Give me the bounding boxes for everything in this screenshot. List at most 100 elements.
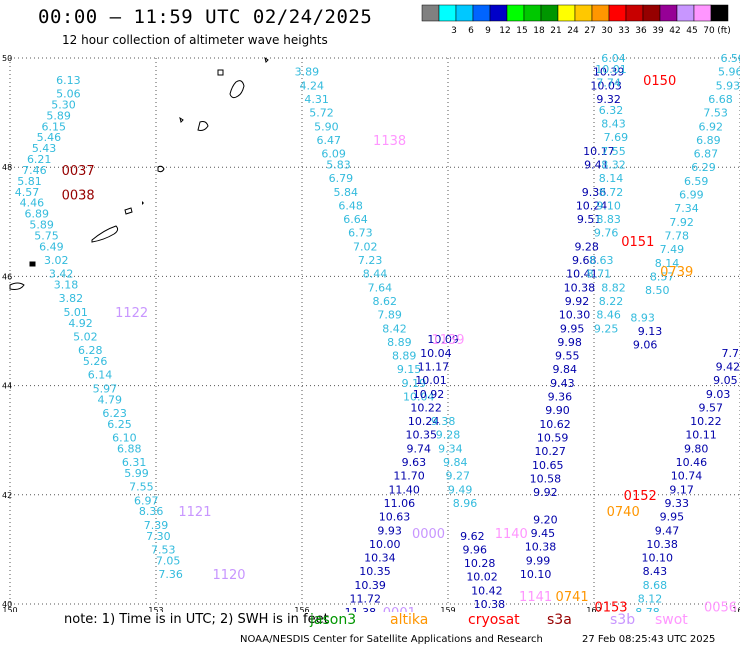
wave-height-value: 9.28 bbox=[574, 240, 599, 253]
wave-height-value: 3.18 bbox=[54, 279, 79, 292]
wave-height-value: 7.30 bbox=[146, 530, 171, 543]
satellite-name-s3b: s3b bbox=[610, 612, 635, 628]
wave-height-value: 6.48 bbox=[338, 199, 363, 212]
axis-tick-labels: 150 153 156 159 162 165 40 42 44 46 48 50 bbox=[2, 54, 740, 612]
island bbox=[158, 166, 164, 171]
island bbox=[10, 283, 24, 290]
wave-height-value: 7.34 bbox=[674, 202, 699, 215]
wave-height-value: 9.93 bbox=[377, 524, 402, 537]
wave-height-value: 8.72 bbox=[599, 186, 624, 199]
wave-height-value: 9.99 bbox=[526, 554, 551, 567]
wave-height-value: 7.78 bbox=[664, 229, 689, 242]
wave-height-value: 8.43 bbox=[643, 565, 668, 578]
island bbox=[265, 58, 268, 62]
satellite-name-s3a: s3a bbox=[547, 612, 572, 628]
island bbox=[230, 81, 244, 98]
wave-height-value: 10.59 bbox=[537, 431, 569, 444]
wave-height-value: 11.72 bbox=[350, 593, 382, 606]
wave-height-value: 4.31 bbox=[304, 93, 329, 106]
wave-height-value: 6.79 bbox=[329, 172, 354, 185]
wave-height-value: 10.11 bbox=[685, 429, 717, 442]
wave-height-value: 9.34 bbox=[438, 442, 463, 455]
wave-height-value: 6.87 bbox=[694, 148, 719, 161]
wave-height-value: 10.30 bbox=[559, 309, 591, 322]
wave-height-value: 10.10 bbox=[520, 568, 552, 581]
wave-height-value: 7.92 bbox=[669, 216, 694, 229]
wave-height-value: 7.36 bbox=[158, 568, 183, 581]
pass-time-label: 0000 bbox=[412, 527, 445, 542]
pass-time-label: 0740 bbox=[607, 505, 640, 520]
wave-height-value: 8.89 bbox=[387, 336, 412, 349]
wave-height-value: 9.92 bbox=[533, 486, 558, 499]
wave-height-value: 5.02 bbox=[73, 330, 98, 343]
island bbox=[218, 70, 223, 75]
x-tick-label: 159 bbox=[440, 606, 455, 612]
wave-height-value: 9.49 bbox=[448, 483, 473, 496]
wave-height-value: 6.50 bbox=[720, 52, 740, 65]
wave-height-value: 10.00 bbox=[369, 538, 401, 551]
wave-height-value: 5.83 bbox=[326, 158, 351, 171]
wave-height-value: 9.47 bbox=[655, 524, 680, 537]
wave-height-value: 9.92 bbox=[565, 295, 590, 308]
wave-height-value: 8.96 bbox=[453, 497, 478, 510]
wave-height-value: 8.12 bbox=[638, 593, 663, 606]
wave-height-value: 7.74 bbox=[596, 77, 621, 90]
wave-height-value: 9.95 bbox=[660, 511, 685, 524]
wave-height-value: 6.47 bbox=[317, 134, 342, 147]
wave-height-value: 8.50 bbox=[645, 284, 670, 297]
wave-height-value: 9.03 bbox=[706, 388, 731, 401]
wave-height-value: 8.82 bbox=[601, 281, 626, 294]
pass-time-label: 1139 bbox=[431, 333, 464, 348]
wave-height-value: 7.53 bbox=[703, 107, 728, 120]
y-tick-label: 46 bbox=[2, 272, 12, 281]
wave-height-value: 9.63 bbox=[402, 456, 427, 469]
wave-height-value: 9.98 bbox=[557, 336, 582, 349]
wave-height-value: 6.68 bbox=[708, 93, 733, 106]
y-tick-label: 40 bbox=[2, 600, 12, 609]
wave-height-value: 5.99 bbox=[124, 467, 149, 480]
wave-height-value: 9.76 bbox=[594, 227, 619, 240]
pass-time-label: 1138 bbox=[373, 134, 406, 149]
wave-height-value: 9.57 bbox=[699, 401, 724, 414]
wave-height-value: 9.62 bbox=[460, 530, 485, 543]
wave-height-value: 7.05 bbox=[156, 554, 181, 567]
pass-time-label: 0150 bbox=[643, 74, 676, 89]
wave-height-value: 10.27 bbox=[534, 445, 566, 458]
satellite-name-altika: altika bbox=[390, 612, 428, 628]
pass-time-label: 0739 bbox=[660, 265, 693, 280]
pass-time-label: 0056 bbox=[704, 601, 737, 612]
wave-height-value: 10.65 bbox=[532, 459, 564, 472]
wave-height-value: 9.42 bbox=[716, 360, 740, 373]
island bbox=[142, 201, 144, 205]
wave-height-value: 5.90 bbox=[314, 120, 339, 133]
wave-height-value: 8.71 bbox=[587, 268, 612, 281]
wave-height-value: 8.43 bbox=[601, 118, 626, 131]
wave-height-value: 8.63 bbox=[589, 254, 614, 267]
satellite-name-swot: swot bbox=[655, 612, 688, 628]
wave-height-value: 9.80 bbox=[684, 442, 709, 455]
wave-height-value: 3.02 bbox=[44, 254, 69, 267]
wave-height-value: 6.89 bbox=[696, 134, 721, 147]
wave-height-value: 6.73 bbox=[348, 227, 373, 240]
satellite-name-jason3: jason3 bbox=[310, 612, 356, 628]
wave-height-value: 7.69 bbox=[604, 131, 629, 144]
wave-height-value: 8.68 bbox=[643, 579, 668, 592]
y-tick-label: 48 bbox=[2, 163, 12, 172]
pass-time-label: 0037 bbox=[62, 164, 95, 179]
wave-height-value: 8.36 bbox=[139, 505, 164, 518]
pass-time-label: 1141 bbox=[519, 590, 552, 605]
wave-height-value: 11.17 bbox=[418, 360, 450, 373]
wave-height-value: 10.38 bbox=[474, 598, 506, 611]
wave-height-value: 7.7 bbox=[722, 347, 740, 360]
wave-height-value: 10.39 bbox=[354, 579, 386, 592]
wave-height-value: 10.01 bbox=[595, 63, 627, 76]
wave-height-value: 9.27 bbox=[445, 470, 470, 483]
wave-height-value: 9.74 bbox=[407, 442, 432, 455]
wave-height-value: 5.26 bbox=[83, 355, 108, 368]
wave-height-value: 9.20 bbox=[533, 513, 558, 526]
satellite-name-cryosat: cryosat bbox=[468, 612, 520, 628]
wave-height-value: 5.93 bbox=[716, 79, 740, 92]
wave-height-value: 11.40 bbox=[388, 483, 420, 496]
wave-height-value: 6.13 bbox=[56, 74, 81, 87]
wave-height-value: 8.14 bbox=[599, 172, 624, 185]
